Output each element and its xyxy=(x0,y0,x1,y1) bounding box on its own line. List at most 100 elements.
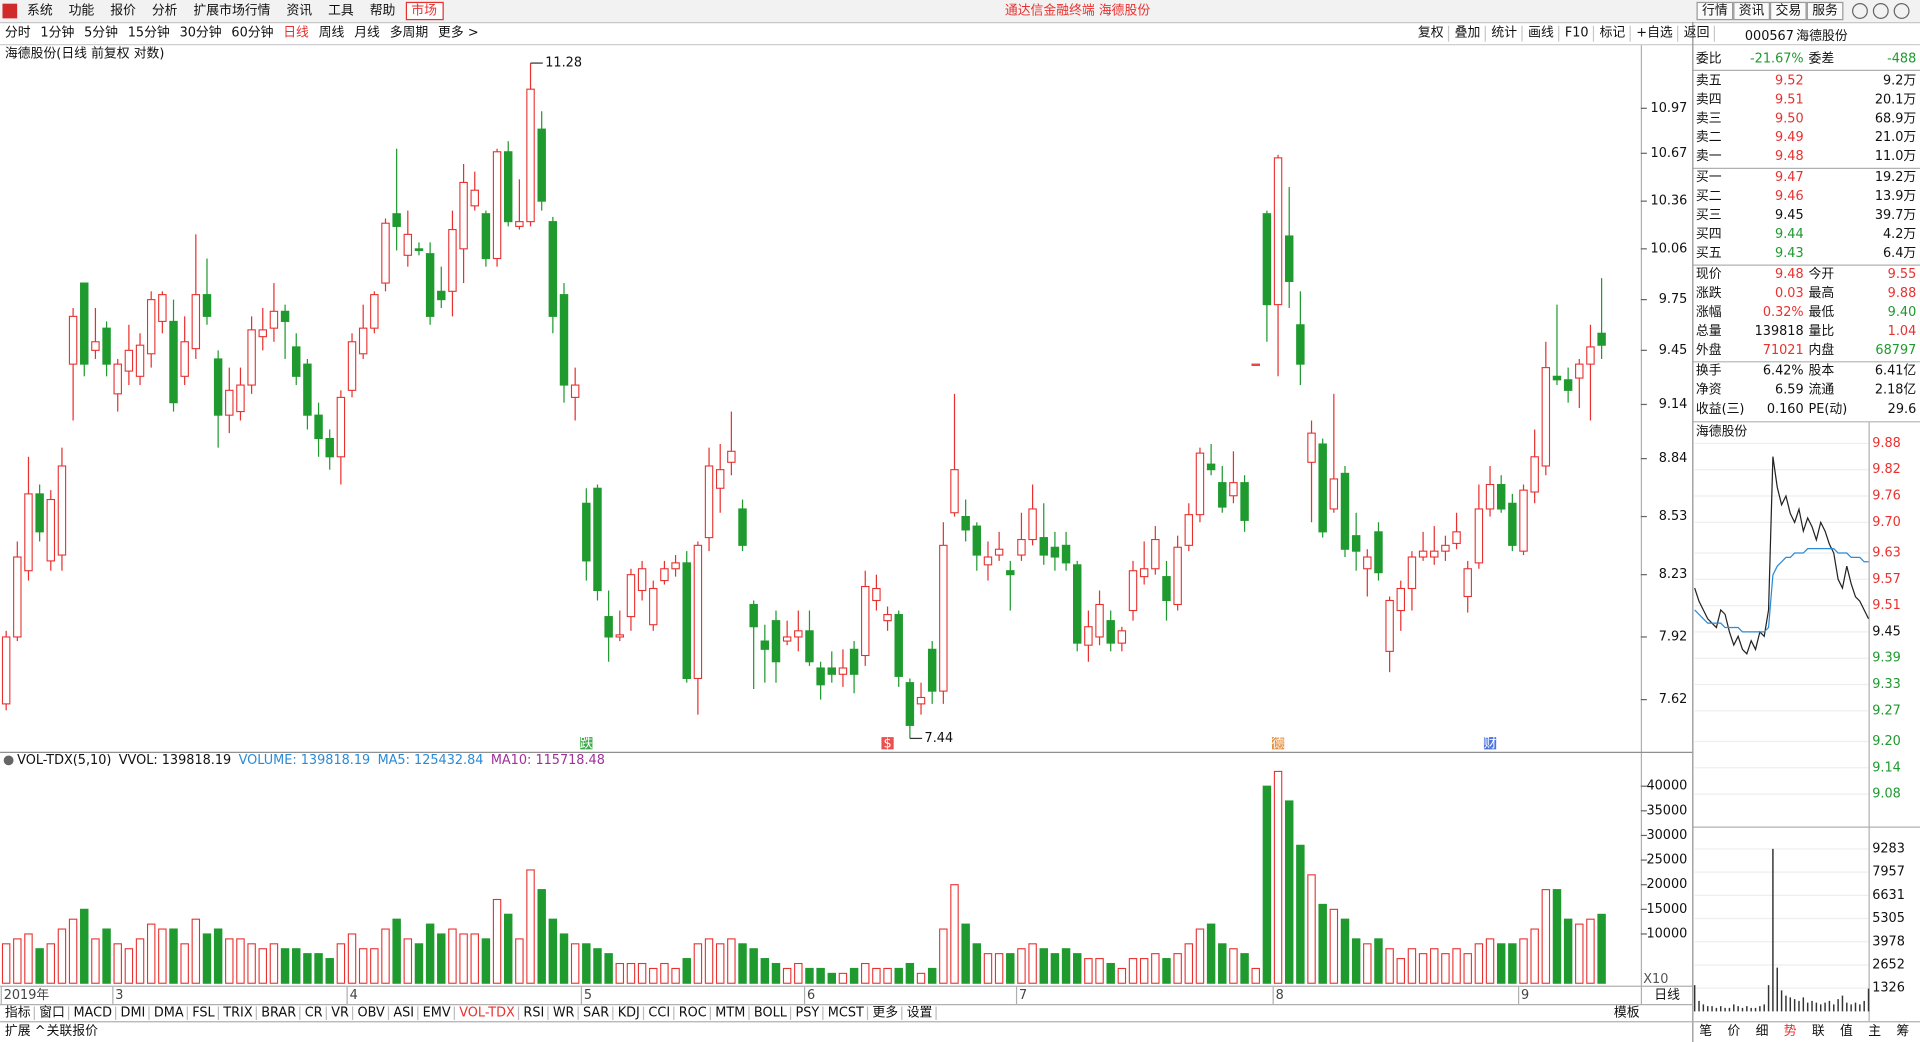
indicator-tab[interactable]: CCI xyxy=(648,1006,670,1021)
indicator-tab[interactable]: KDJ xyxy=(618,1006,640,1021)
toolbar-button[interactable]: +自选 xyxy=(1636,26,1673,41)
candle-body xyxy=(347,341,357,391)
y-tick-label: 5305 xyxy=(1872,911,1905,926)
top-button[interactable]: 交易 xyxy=(1775,3,1801,19)
indicator-tab[interactable]: WR xyxy=(553,1006,575,1021)
period-tab[interactable]: 15分钟 xyxy=(128,25,170,41)
side-tab[interactable]: 细 xyxy=(1756,1024,1769,1039)
candle-body xyxy=(1095,603,1104,638)
volume-bar xyxy=(1575,923,1584,984)
menu-item[interactable]: 扩展市场行情 xyxy=(193,3,270,19)
period-tab[interactable]: 分时 xyxy=(5,26,31,41)
toolbar-button[interactable]: 画线 xyxy=(1528,26,1554,41)
menu-item[interactable]: 资讯 xyxy=(286,4,312,19)
top-button-frame xyxy=(1733,1,1770,21)
period-tab[interactable]: 月线 xyxy=(354,26,380,41)
indicator-tab[interactable]: TRIX xyxy=(222,1006,253,1021)
volume-bar xyxy=(939,928,948,984)
indicator-tab[interactable]: ASI xyxy=(393,1006,414,1021)
toolbar-button[interactable]: 标记 xyxy=(1600,26,1626,41)
candle-body xyxy=(1552,375,1562,381)
quote-value: 6.59 xyxy=(1775,383,1804,398)
period-tab[interactable]: 日线 xyxy=(283,26,309,41)
indicator-tab[interactable]: ROC xyxy=(679,1006,707,1021)
indicator-tab[interactable]: MACD xyxy=(73,1006,112,1021)
candle-body xyxy=(1318,443,1327,533)
side-tab[interactable]: 价 xyxy=(1727,1024,1740,1039)
y-tick-label: 9.14 xyxy=(1659,397,1688,412)
volume-bar xyxy=(1597,913,1606,984)
side-tab[interactable]: 联 xyxy=(1812,1024,1825,1039)
indicator-tab[interactable]: VR xyxy=(331,1006,349,1021)
volume-bar xyxy=(559,933,569,984)
side-tab[interactable]: 值 xyxy=(1840,1023,1853,1039)
volume-bar xyxy=(492,898,502,984)
side-tab[interactable]: 笔 xyxy=(1699,1023,1712,1039)
status-item[interactable]: 关联报价 xyxy=(47,1024,99,1039)
indicator-tab[interactable]: CR xyxy=(305,1006,323,1021)
market-button[interactable]: 市场 xyxy=(411,3,437,19)
candle-body xyxy=(1139,568,1149,578)
indicator-tab[interactable]: MTM xyxy=(715,1006,745,1021)
period-tab[interactable]: 周线 xyxy=(319,26,345,41)
top-button[interactable]: 服务 xyxy=(1812,3,1838,19)
indicator-tab[interactable]: PSY xyxy=(795,1006,819,1021)
menu-item[interactable]: 功能 xyxy=(69,4,95,19)
quote-label: 买二 xyxy=(1696,189,1722,204)
period-tab[interactable]: 多周期 xyxy=(390,26,429,41)
pane-menu-icon[interactable] xyxy=(3,755,14,766)
indicator-tab[interactable]: 窗口 xyxy=(39,1005,65,1021)
toolbar-button[interactable]: F10 xyxy=(1565,26,1589,41)
volume-bar xyxy=(1296,844,1305,984)
indicator-tab[interactable]: DMI xyxy=(121,1006,146,1021)
indicator-tab[interactable]: VOL-TDX xyxy=(459,1006,515,1021)
indicator-tab[interactable]: DMA xyxy=(154,1006,184,1021)
close-button[interactable] xyxy=(1893,3,1910,19)
period-tab[interactable]: 60分钟 xyxy=(231,25,273,41)
menu-item[interactable]: 帮助 xyxy=(370,4,396,19)
period-tab[interactable]: 1分钟 xyxy=(40,25,74,41)
toolbar-button[interactable]: 统计 xyxy=(1491,26,1517,41)
menu-item[interactable]: 工具 xyxy=(328,4,354,19)
volume-bar xyxy=(1039,948,1048,984)
volume-bar xyxy=(381,928,390,984)
indicator-tab[interactable]: 设置 xyxy=(907,1006,933,1021)
indicator-tab[interactable]: MCST xyxy=(828,1006,864,1021)
period-tab[interactable]: 30分钟 xyxy=(180,25,222,41)
period-tab[interactable]: 更多 > xyxy=(438,26,479,41)
template-button[interactable]: 模板 xyxy=(1614,1006,1640,1021)
indicator-tab[interactable]: RSI xyxy=(523,1006,544,1021)
candle-body xyxy=(370,294,379,329)
candle-body xyxy=(760,640,770,650)
indicator-tab[interactable]: SAR xyxy=(583,1006,609,1021)
side-tab[interactable]: 主 xyxy=(1868,1024,1881,1039)
indicator-tab[interactable]: 指标 xyxy=(5,1006,31,1021)
side-tab[interactable]: 筹 xyxy=(1896,1023,1909,1039)
menu-item[interactable]: 报价 xyxy=(110,4,136,19)
maximize-button[interactable] xyxy=(1872,3,1889,19)
quote-label: 卖一 xyxy=(1696,149,1722,164)
candle-body xyxy=(314,414,323,440)
quote-label: 买一 xyxy=(1696,170,1722,185)
indicator-tab[interactable]: OBV xyxy=(357,1006,385,1021)
candle-body xyxy=(425,253,435,317)
minimize-button[interactable] xyxy=(1852,3,1868,19)
indicator-tab[interactable]: FSL xyxy=(192,1006,215,1021)
top-button[interactable]: 行情 xyxy=(1702,4,1728,19)
toolbar-button[interactable]: 复权 xyxy=(1418,25,1444,41)
period-tab[interactable]: 5分钟 xyxy=(84,25,118,41)
indicator-tab[interactable]: EMV xyxy=(423,1006,451,1021)
toolbar-button[interactable]: 返回 xyxy=(1684,26,1710,41)
side-tab[interactable]: 势 xyxy=(1784,1023,1797,1039)
indicator-tab[interactable]: 更多 xyxy=(872,1006,898,1021)
volume-bar xyxy=(1162,958,1171,984)
menu-item[interactable]: 分析 xyxy=(152,4,178,19)
indicator-tab[interactable]: BRAR xyxy=(261,1006,296,1021)
toolbar-button[interactable]: 叠加 xyxy=(1455,26,1481,41)
menu-item[interactable]: 系统 xyxy=(27,4,53,19)
candle-body xyxy=(526,88,535,223)
status-item[interactable]: 扩展 ^ xyxy=(5,1024,46,1039)
candle-body xyxy=(849,648,859,675)
top-button[interactable]: 资讯 xyxy=(1739,4,1765,19)
indicator-tab[interactable]: BOLL xyxy=(754,1006,788,1021)
